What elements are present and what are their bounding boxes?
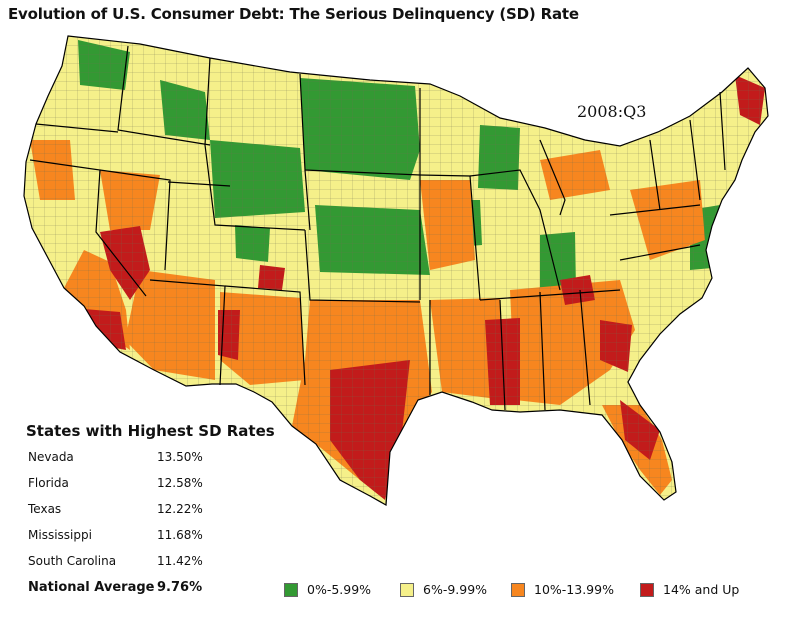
rank-row: Mississippi 11.68% (26, 528, 316, 554)
rank-row: South Carolina 11.42% (26, 554, 316, 580)
national-average-row: National Average 9.76% (26, 580, 316, 606)
rank-state: South Carolina (28, 554, 117, 568)
rank-state: Florida (28, 476, 69, 490)
legend-item-mid: 6%-9.99% (400, 582, 487, 597)
rank-row: Texas 12.22% (26, 502, 316, 528)
legend-label: 0%-5.99% (307, 582, 372, 597)
rank-state: Mississippi (28, 528, 92, 542)
highest-rates-table: States with Highest SD Rates Nevada 13.5… (26, 422, 316, 606)
legend-label: 10%-13.99% (534, 582, 614, 597)
national-average-value: 9.76% (157, 580, 203, 595)
rank-rate: 13.50% (157, 450, 203, 464)
map-legend: 0%-5.99% 6%-9.99% 10%-13.99% 14% and Up (0, 582, 800, 602)
legend-item-top: 14% and Up (640, 582, 739, 597)
period-label: 2008:Q3 (577, 102, 647, 121)
national-average-label: National Average (28, 580, 155, 595)
legend-label: 6%-9.99% (423, 582, 488, 597)
legend-swatch-mid (400, 582, 414, 597)
legend-label: 14% and Up (663, 582, 740, 597)
legend-item-low: 0%-5.99% (284, 582, 371, 597)
legend-swatch-high (511, 582, 525, 597)
rank-row: Nevada 13.50% (26, 450, 316, 476)
state-borders (23, 35, 769, 506)
rank-state: Texas (28, 502, 62, 516)
rank-state: Nevada (28, 450, 74, 464)
legend-swatch-top (640, 582, 654, 597)
rank-rate: 11.42% (157, 554, 203, 568)
rank-row: Florida 12.58% (26, 476, 316, 502)
legend-item-high: 10%-13.99% (511, 582, 614, 597)
rank-rate: 12.22% (157, 502, 203, 516)
rank-rate: 11.68% (157, 528, 203, 542)
legend-swatch-low (284, 582, 298, 597)
rank-rate: 12.58% (157, 476, 203, 490)
map-title: Evolution of U.S. Consumer Debt: The Ser… (8, 5, 579, 23)
ranking-title: States with Highest SD Rates (26, 422, 275, 440)
